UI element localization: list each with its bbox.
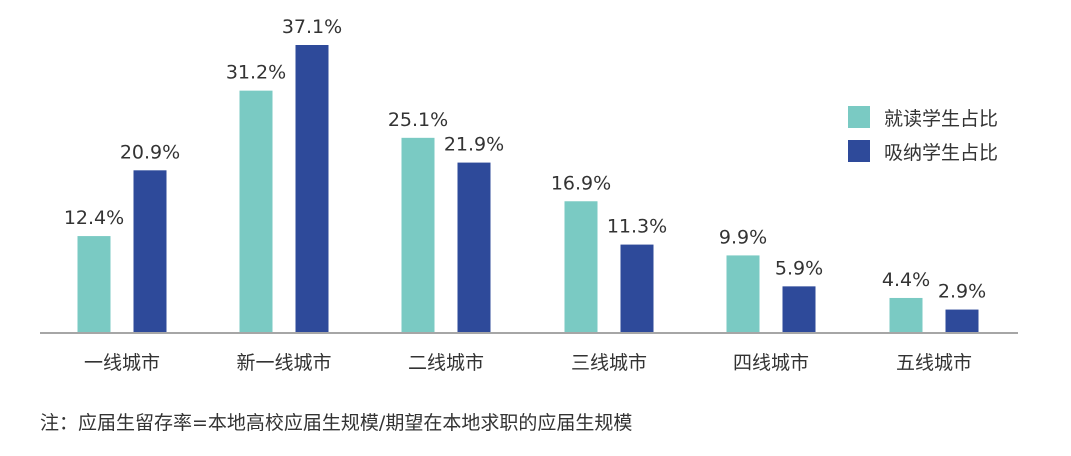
data-label-absorbed-5: 2.9% [938, 281, 986, 303]
legend-item-absorbed: 吸纳学生占比 [848, 138, 998, 164]
data-label-enrolled-5: 4.4% [882, 269, 930, 291]
bar-absorbed-4 [782, 286, 816, 332]
legend-label-enrolled: 就读学生占比 [884, 107, 999, 130]
legend-swatch-absorbed [848, 140, 870, 162]
legend-label-absorbed: 吸纳学生占比 [884, 141, 999, 164]
data-label-enrolled-0: 12.4% [64, 207, 124, 229]
bar-enrolled-1 [239, 90, 273, 332]
data-label-absorbed-4: 5.9% [775, 257, 823, 279]
data-label-absorbed-0: 20.9% [120, 141, 180, 163]
legend-item-enrolled: 就读学生占比 [848, 104, 998, 130]
bar-enrolled-3 [564, 201, 598, 332]
legend-swatch-enrolled [848, 106, 870, 128]
x-tick-label-5: 五线城市 [896, 352, 972, 374]
bar-absorbed-0 [133, 170, 167, 332]
legend: 就读学生占比 吸纳学生占比 [848, 104, 998, 172]
data-label-enrolled-3: 16.9% [551, 172, 611, 194]
footnote: 注：应届生留存率=本地高校应届生规模/期望在本地求职的应届生规模 [40, 412, 633, 434]
bar-absorbed-1 [295, 45, 329, 332]
bar-enrolled-4 [726, 255, 760, 332]
data-label-enrolled-1: 31.2% [226, 62, 286, 84]
x-tick-label-2: 二线城市 [408, 352, 484, 374]
bar-enrolled-0 [77, 236, 111, 332]
data-label-absorbed-3: 11.3% [607, 216, 667, 238]
bar-absorbed-3 [620, 244, 654, 332]
bar-enrolled-5 [889, 297, 923, 332]
x-tick-label-1: 新一线城市 [236, 352, 331, 374]
data-label-absorbed-1: 37.1% [282, 16, 342, 38]
bar-absorbed-2 [457, 162, 491, 332]
bar-enrolled-2 [401, 137, 435, 332]
data-label-enrolled-2: 25.1% [388, 109, 448, 131]
data-label-absorbed-2: 21.9% [444, 134, 504, 156]
x-tick-label-3: 三线城市 [571, 352, 647, 374]
data-label-enrolled-4: 9.9% [719, 226, 767, 248]
bar-absorbed-5 [945, 309, 979, 332]
x-tick-label-4: 四线城市 [733, 352, 809, 374]
x-tick-label-0: 一线城市 [84, 352, 160, 374]
